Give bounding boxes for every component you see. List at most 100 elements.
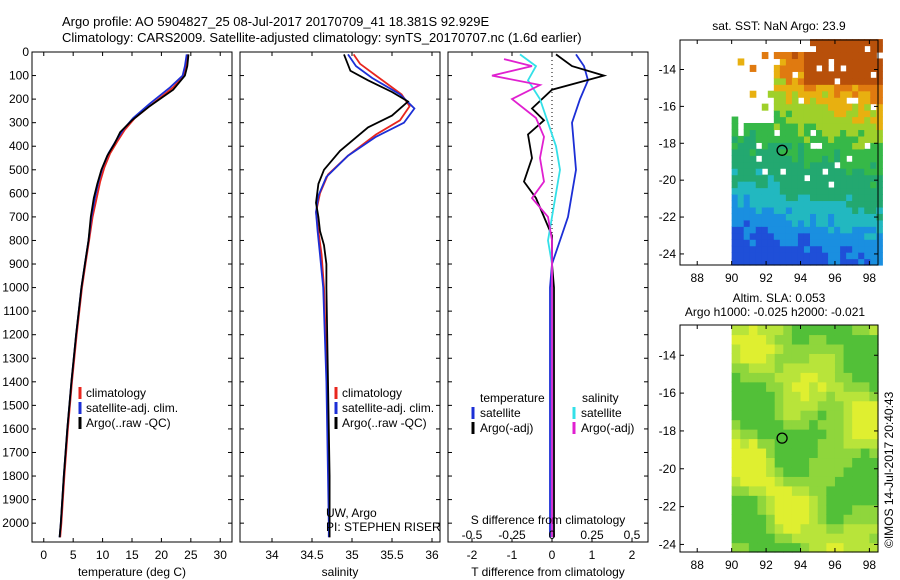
map-cell [783,391,793,402]
map-cell [843,438,853,449]
map-cell [791,245,799,253]
map-cell [828,206,835,214]
map-cell [785,252,793,260]
map-cell [870,129,877,137]
map-cell [816,84,823,92]
map-cell [803,51,811,60]
map-cell [840,97,847,105]
map-cell [743,232,751,240]
map-cell [840,135,847,143]
map-cell [860,504,870,515]
map-cell [803,226,811,234]
map-cell [774,334,784,345]
map-cell [846,39,853,47]
map-cell [761,232,769,240]
map-cell [828,187,835,195]
map-cell [803,84,811,92]
map-cell [791,90,799,98]
map-cell [797,232,805,240]
map-cell [791,174,799,182]
map-cell [791,514,802,525]
map-cell [864,258,871,266]
map-cell [852,410,862,421]
map-cell [870,116,877,124]
map-cell [876,142,883,150]
map-cell [864,116,871,124]
map-cell [876,181,883,189]
map-cell [846,200,853,208]
map-cell [846,181,853,189]
map-cell [828,77,835,85]
map-cell [791,362,802,373]
map-cell [822,187,829,195]
map-cell [767,245,775,253]
header-line-2: Climatology: CARS2009. Satellite-adjuste… [62,30,582,45]
series-line-climatology [59,54,189,538]
map-cell [800,362,810,373]
map-cell [822,226,829,234]
map-cell [828,97,835,105]
map-cell [858,39,865,47]
map-cell [731,514,741,525]
map-cell [817,391,827,402]
map-cell [748,372,759,383]
map-cell [757,429,767,440]
map-cell [816,181,823,189]
map-cell [761,226,769,234]
map-x-tick-label: 94 [794,271,808,285]
map-cell [785,258,793,266]
map-y-tick-label: -14 [659,63,677,77]
map-cell [748,457,759,468]
map-cell [803,116,811,124]
map-cell [809,103,817,111]
map-cell [822,252,829,260]
map-cell [834,129,841,137]
map-cell [797,252,805,260]
map-cell [870,181,877,189]
map-cell [731,542,741,553]
map-cell [834,239,841,247]
map-cell [779,200,787,208]
map-cell [834,181,841,189]
map-cell [809,381,819,392]
map-cell [731,391,741,402]
map-cell [822,174,829,182]
map-cell [846,226,853,234]
map-cell [869,410,879,421]
map-cell [755,148,763,156]
map-cell [731,362,741,373]
panel-frame-salinity [239,51,441,543]
map-cell [864,232,871,240]
map-cell [773,103,781,111]
map-cell [797,129,805,137]
map-cell [749,245,757,253]
map-cell [748,429,759,440]
map-cell [822,97,829,105]
map-cell [767,239,775,247]
map-cell [779,116,787,124]
map-cell [800,372,810,383]
map-cell [852,122,859,131]
map-cell [767,181,775,189]
map-cell [834,410,845,421]
map-cell [858,84,865,92]
map-cell [803,239,811,247]
map-cell [803,103,811,111]
map-cell [817,504,827,515]
map-cell [791,122,799,131]
map-cell [852,155,859,163]
map-cell [840,45,847,53]
map-cell [774,362,784,373]
map-cell [840,39,847,47]
map-cell [869,362,879,373]
map-cell [773,181,781,189]
map-cell [731,245,739,253]
map-cell [828,110,835,118]
x-axis-label-temperature: temperature (deg C) [78,565,186,579]
map-cell [860,523,870,534]
map-cell [791,447,802,459]
map-cell [870,97,877,105]
map-cell [858,161,865,169]
map-cell [731,438,741,449]
map-cell [748,466,759,477]
